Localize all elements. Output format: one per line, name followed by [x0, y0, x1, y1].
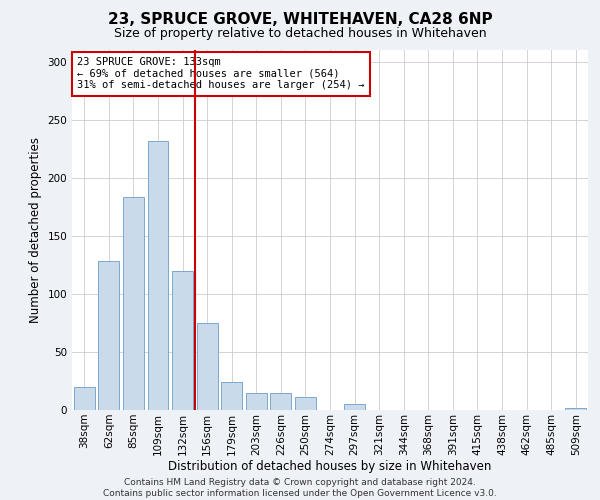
Bar	[344, 404, 365, 410]
Bar	[197, 323, 218, 410]
Text: 23 SPRUCE GROVE: 133sqm
← 69% of detached houses are smaller (564)
31% of semi-d: 23 SPRUCE GROVE: 133sqm ← 69% of detache…	[77, 57, 365, 90]
Bar	[74, 387, 95, 410]
Bar	[98, 262, 119, 410]
Text: 23, SPRUCE GROVE, WHITEHAVEN, CA28 6NP: 23, SPRUCE GROVE, WHITEHAVEN, CA28 6NP	[107, 12, 493, 28]
Bar	[221, 382, 242, 410]
Bar	[565, 408, 586, 410]
Bar	[172, 270, 193, 410]
Bar	[246, 392, 267, 410]
Bar	[123, 198, 144, 410]
Bar	[295, 397, 316, 410]
Bar	[271, 392, 292, 410]
Y-axis label: Number of detached properties: Number of detached properties	[29, 137, 42, 323]
Bar	[148, 140, 169, 410]
X-axis label: Distribution of detached houses by size in Whitehaven: Distribution of detached houses by size …	[169, 460, 491, 473]
Text: Contains HM Land Registry data © Crown copyright and database right 2024.
Contai: Contains HM Land Registry data © Crown c…	[103, 478, 497, 498]
Text: Size of property relative to detached houses in Whitehaven: Size of property relative to detached ho…	[113, 28, 487, 40]
